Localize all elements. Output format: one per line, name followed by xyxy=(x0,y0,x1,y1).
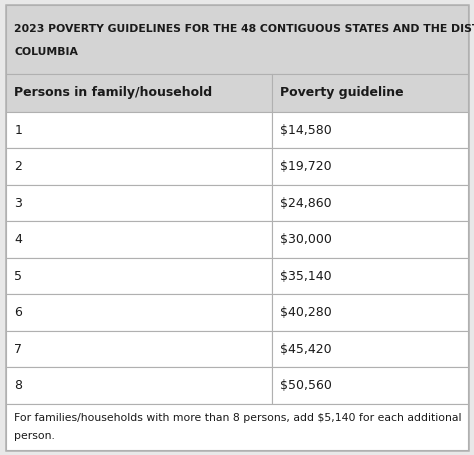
Text: $30,000: $30,000 xyxy=(280,233,332,246)
Bar xyxy=(6,112,272,148)
Text: 4: 4 xyxy=(14,233,22,246)
Text: 7: 7 xyxy=(14,343,22,356)
Bar xyxy=(6,294,272,331)
Text: 2: 2 xyxy=(14,160,22,173)
Bar xyxy=(272,222,468,258)
Text: $14,580: $14,580 xyxy=(280,124,332,136)
Bar xyxy=(6,368,272,404)
Text: $24,860: $24,860 xyxy=(280,197,332,210)
Text: Persons in family/household: Persons in family/household xyxy=(14,86,212,99)
Bar xyxy=(272,258,468,294)
Text: 6: 6 xyxy=(14,306,22,319)
Bar xyxy=(6,5,468,74)
Text: $19,720: $19,720 xyxy=(280,160,332,173)
Bar xyxy=(272,185,468,222)
Bar xyxy=(6,148,272,185)
Bar xyxy=(272,368,468,404)
Text: 8: 8 xyxy=(14,379,22,392)
Bar xyxy=(272,112,468,148)
Text: person.: person. xyxy=(14,431,55,441)
Bar xyxy=(6,185,272,222)
Text: Poverty guideline: Poverty guideline xyxy=(280,86,404,99)
Bar xyxy=(6,258,272,294)
Text: COLUMBIA: COLUMBIA xyxy=(14,47,78,57)
Bar xyxy=(6,404,468,450)
Text: For families/households with more than 8 persons, add $5,140 for each additional: For families/households with more than 8… xyxy=(14,413,462,423)
Text: 2023 POVERTY GUIDELINES FOR THE 48 CONTIGUOUS STATES AND THE DISTRICT OF: 2023 POVERTY GUIDELINES FOR THE 48 CONTI… xyxy=(14,24,474,34)
Bar xyxy=(272,294,468,331)
Text: $35,140: $35,140 xyxy=(280,270,332,283)
Text: 3: 3 xyxy=(14,197,22,210)
Text: 1: 1 xyxy=(14,124,22,136)
Text: $40,280: $40,280 xyxy=(280,306,332,319)
Bar xyxy=(6,74,272,112)
Bar xyxy=(6,222,272,258)
Bar xyxy=(6,331,272,368)
Text: $50,560: $50,560 xyxy=(280,379,332,392)
Bar xyxy=(272,74,468,112)
Text: 5: 5 xyxy=(14,270,22,283)
Text: $45,420: $45,420 xyxy=(280,343,332,356)
Bar xyxy=(272,331,468,368)
Bar xyxy=(272,148,468,185)
